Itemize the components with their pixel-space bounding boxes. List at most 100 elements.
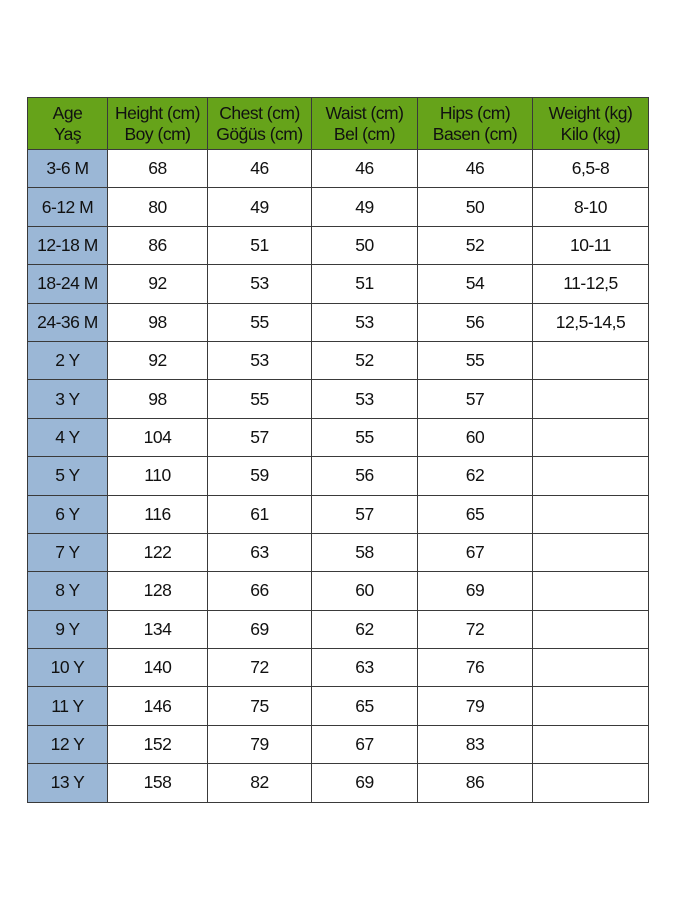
cell-age: 2 Y <box>27 340 108 381</box>
cell-height: 92 <box>107 264 208 304</box>
cell-chest: 63 <box>207 532 312 573</box>
cell-hips: 79 <box>417 686 533 726</box>
cell-hips: 60 <box>417 417 533 458</box>
cell-height: 128 <box>107 571 208 611</box>
cell-weight <box>532 763 649 803</box>
cell-chest: 61 <box>207 494 312 534</box>
table-row: 12 Y 152 79 67 83 <box>27 724 649 765</box>
cell-height: 158 <box>107 763 208 803</box>
table-row: 3-6 M 68 46 46 46 6,5-8 <box>27 148 649 189</box>
cell-weight: 11-12,5 <box>532 264 649 304</box>
cell-chest: 55 <box>207 302 312 342</box>
cell-weight <box>532 571 649 611</box>
header-row: Age Yaş Height (cm) Boy (cm) Chest (cm) Göğüs… <box>27 97 649 150</box>
cell-chest: 66 <box>207 571 312 611</box>
cell-chest: 59 <box>207 456 312 496</box>
cell-waist: 55 <box>311 417 418 458</box>
header-hips-line: Basen (cm) <box>432 123 518 144</box>
cell-weight: 8-10 <box>532 187 649 227</box>
cell-waist: 60 <box>311 571 418 611</box>
table-row: 8 Y 128 66 60 69 <box>27 571 649 611</box>
cell-weight: 12,5-14,5 <box>532 302 649 342</box>
cell-chest: 53 <box>207 264 312 304</box>
header-height-line: Height (cm) <box>115 102 200 123</box>
cell-hips: 86 <box>417 763 533 803</box>
cell-height: 134 <box>107 609 208 650</box>
header-chest-line: Chest (cm) <box>219 102 300 123</box>
cell-height: 110 <box>107 456 208 496</box>
cell-height: 140 <box>107 648 208 688</box>
cell-height: 98 <box>107 379 208 419</box>
header-height-line: Boy (cm) <box>124 123 192 144</box>
header-hips-line: Hips (cm) <box>439 102 511 123</box>
cell-age: 3-6 M <box>27 148 108 189</box>
table-row: 6 Y 116 61 57 65 <box>27 494 649 534</box>
cell-chest: 51 <box>207 225 312 266</box>
cell-hips: 57 <box>417 379 533 419</box>
cell-waist: 53 <box>311 302 418 342</box>
cell-height: 152 <box>107 724 208 765</box>
cell-hips: 55 <box>417 340 533 381</box>
cell-age: 12-18 M <box>27 225 108 266</box>
cell-hips: 54 <box>417 264 533 304</box>
table-row: 10 Y 140 72 63 76 <box>27 648 649 688</box>
cell-weight <box>532 648 649 688</box>
cell-height: 104 <box>107 417 208 458</box>
cell-age: 8 Y <box>27 571 108 611</box>
cell-waist: 53 <box>311 379 418 419</box>
cell-weight <box>532 686 649 726</box>
cell-age: 12 Y <box>27 724 108 765</box>
table-row: 18-24 M 92 53 51 54 11-12,5 <box>27 264 649 304</box>
cell-waist: 58 <box>311 532 418 573</box>
table-row: 6-12 M 80 49 49 50 8-10 <box>27 187 649 227</box>
cell-age: 13 Y <box>27 763 108 803</box>
cell-age: 6 Y <box>27 494 108 534</box>
table-row: 2 Y 92 53 52 55 <box>27 340 649 381</box>
header-age-line: Yaş <box>53 123 82 144</box>
cell-age: 9 Y <box>27 609 108 650</box>
cell-hips: 83 <box>417 724 533 765</box>
cell-hips: 72 <box>417 609 533 650</box>
cell-height: 122 <box>107 532 208 573</box>
cell-waist: 51 <box>311 264 418 304</box>
table-row: 13 Y 158 82 69 86 <box>27 763 649 803</box>
header-chest-line: Göğüs (cm) <box>216 123 303 144</box>
cell-chest: 75 <box>207 686 312 726</box>
cell-age: 7 Y <box>27 532 108 573</box>
cell-waist: 69 <box>311 763 418 803</box>
cell-height: 116 <box>107 494 208 534</box>
header-waist-line: Waist (cm) <box>325 102 404 123</box>
cell-age: 24-36 M <box>27 302 108 342</box>
cell-age: 5 Y <box>27 456 108 496</box>
cell-age: 3 Y <box>27 379 108 419</box>
cell-chest: 79 <box>207 724 312 765</box>
table-row: 9 Y 134 69 62 72 <box>27 609 649 650</box>
cell-weight <box>532 532 649 573</box>
cell-chest: 53 <box>207 340 312 381</box>
cell-waist: 56 <box>311 456 418 496</box>
cell-chest: 69 <box>207 609 312 650</box>
header-age: Age Yaş <box>27 97 108 150</box>
cell-weight: 10-11 <box>532 225 649 266</box>
cell-height: 98 <box>107 302 208 342</box>
cell-height: 68 <box>107 148 208 189</box>
cell-weight <box>532 609 649 650</box>
cell-hips: 67 <box>417 532 533 573</box>
header-waist: Waist (cm) Bel (cm) <box>311 97 418 150</box>
cell-height: 86 <box>107 225 208 266</box>
cell-age: 4 Y <box>27 417 108 458</box>
cell-age: 18-24 M <box>27 264 108 304</box>
cell-hips: 69 <box>417 571 533 611</box>
cell-height: 80 <box>107 187 208 227</box>
header-weight-line: Weight (kg) <box>548 102 633 123</box>
cell-weight <box>532 379 649 419</box>
cell-chest: 55 <box>207 379 312 419</box>
cell-age: 11 Y <box>27 686 108 726</box>
cell-waist: 62 <box>311 609 418 650</box>
cell-chest: 82 <box>207 763 312 803</box>
cell-waist: 65 <box>311 686 418 726</box>
cell-chest: 46 <box>207 148 312 189</box>
header-age-line: Age <box>52 102 83 123</box>
cell-waist: 67 <box>311 724 418 765</box>
cell-age: 10 Y <box>27 648 108 688</box>
